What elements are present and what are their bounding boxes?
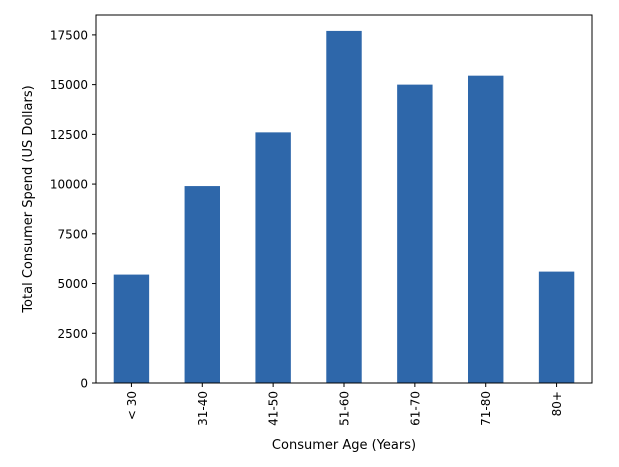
x-tick-label: < 30 xyxy=(125,391,139,420)
y-tick-label: 10000 xyxy=(50,178,88,192)
x-tick-label: 71-80 xyxy=(479,391,493,426)
y-tick-label: 2500 xyxy=(57,327,88,341)
bar-31-40 xyxy=(184,186,220,383)
bar-80 xyxy=(538,271,575,383)
y-tick-label: 0 xyxy=(80,377,88,391)
y-tick-label: 17500 xyxy=(50,28,88,42)
plot-frame xyxy=(95,14,593,384)
y-tick-label: 7500 xyxy=(57,227,88,241)
x-tick-label: 41-50 xyxy=(267,391,281,426)
bar-51-60 xyxy=(326,30,362,383)
x-tick-label: 31-40 xyxy=(196,391,210,426)
bar-71-80 xyxy=(468,75,504,383)
x-axis: < 30 31-40 41-50 51-60 61-70 71-80 80+ xyxy=(125,383,564,426)
y-axis-label: Total Consumer Spend (US Dollars) xyxy=(21,85,36,313)
bar-61-70 xyxy=(397,84,433,384)
bar-41-50 xyxy=(255,132,291,383)
x-axis-label: Consumer Age (Years) xyxy=(272,438,416,453)
y-tick-label: 15000 xyxy=(50,78,88,92)
x-tick-label: 80+ xyxy=(550,391,564,416)
y-tick-label: 5000 xyxy=(57,277,88,291)
y-tick-label: 12500 xyxy=(50,128,88,142)
y-axis: 0 2500 5000 7500 10000 12500 15000 17500 xyxy=(50,28,96,391)
x-tick-label: 61-70 xyxy=(408,391,422,426)
x-tick-label: 51-60 xyxy=(338,391,352,426)
bars-group xyxy=(113,30,575,384)
bar-30 xyxy=(113,274,150,383)
